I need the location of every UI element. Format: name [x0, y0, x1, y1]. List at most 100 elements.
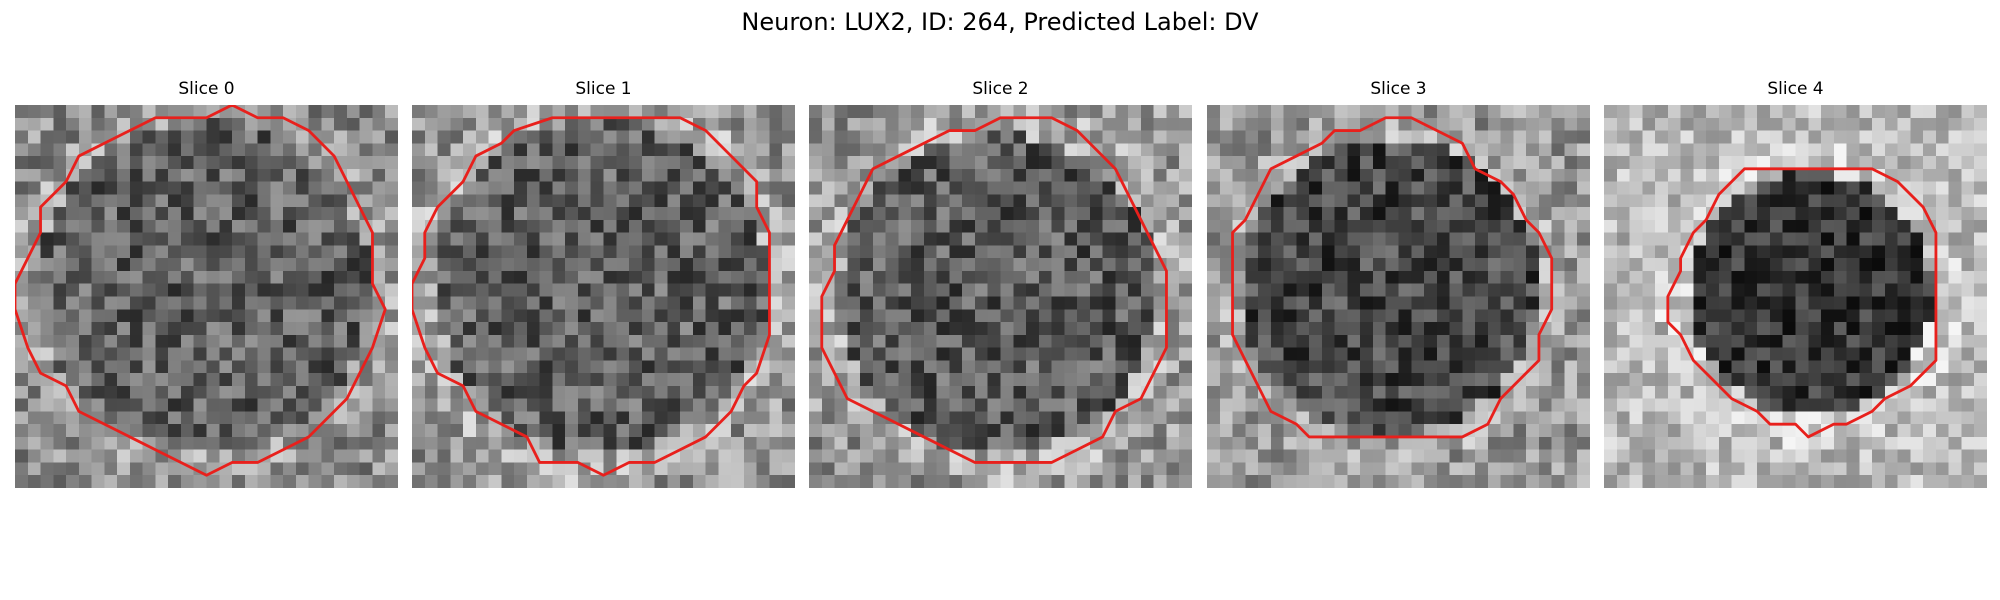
image-pixel: [1642, 219, 1656, 233]
image-pixel: [1948, 283, 1962, 297]
image-pixel: [501, 436, 515, 450]
image-pixel: [412, 194, 426, 208]
image-pixel: [142, 398, 156, 412]
image-pixel: [539, 270, 553, 284]
image-pixel: [1616, 117, 1630, 131]
image-pixel: [1245, 156, 1259, 170]
image-pixel: [27, 117, 41, 131]
image-pixel: [552, 296, 566, 310]
image-pixel: [962, 347, 976, 361]
image-pixel: [1372, 296, 1386, 310]
image-pixel: [359, 462, 373, 476]
image-pixel: [334, 475, 348, 488]
image-pixel: [680, 347, 694, 361]
image-pixel: [1872, 373, 1886, 387]
image-pixel: [1577, 449, 1590, 463]
image-pixel: [1219, 168, 1233, 182]
image-pixel: [1064, 309, 1078, 323]
image-pixel: [1897, 436, 1911, 450]
image-pixel: [1207, 360, 1221, 374]
image-pixel: [1577, 373, 1590, 387]
image-pixel: [129, 245, 143, 259]
image-pixel: [1462, 309, 1476, 323]
image-pixel: [463, 181, 477, 195]
image-pixel: [1821, 168, 1835, 182]
image-pixel: [1782, 449, 1796, 463]
image-pixel: [1309, 373, 1323, 387]
image-pixel: [270, 270, 284, 284]
image-pixel: [1372, 373, 1386, 387]
image-pixel: [1309, 436, 1323, 450]
image-pixel: [1513, 309, 1527, 323]
image-pixel: [283, 360, 297, 374]
image-pixel: [129, 462, 143, 476]
image-pixel: [40, 181, 54, 195]
image-pixel: [705, 436, 719, 450]
image-pixel: [1680, 168, 1694, 182]
image-pixel: [1219, 105, 1233, 119]
image-pixel: [372, 245, 386, 259]
image-pixel: [270, 385, 284, 399]
image-pixel: [257, 219, 271, 233]
image-pixel: [692, 398, 706, 412]
image-pixel: [193, 168, 207, 182]
image-pixel: [911, 270, 925, 284]
image-pixel: [283, 156, 297, 170]
image-pixel: [1270, 270, 1284, 284]
image-pixel: [565, 258, 579, 272]
image-pixel: [923, 258, 937, 272]
image-pixel: [885, 373, 899, 387]
image-pixel: [629, 347, 643, 361]
image-pixel: [936, 296, 950, 310]
image-pixel: [1769, 219, 1783, 233]
image-pixel: [346, 245, 360, 259]
image-pixel: [501, 270, 515, 284]
image-pixel: [1757, 436, 1771, 450]
image-pixel: [1629, 424, 1643, 438]
image-pixel: [129, 411, 143, 425]
image-pixel: [488, 462, 502, 476]
image-pixel: [1961, 156, 1975, 170]
image-pixel: [514, 245, 528, 259]
image-pixel: [40, 283, 54, 297]
image-pixel: [1013, 309, 1027, 323]
image-pixel: [283, 411, 297, 425]
image-pixel: [1808, 449, 1822, 463]
image-pixel: [962, 258, 976, 272]
image-pixel: [27, 385, 41, 399]
image-pixel: [463, 309, 477, 323]
image-pixel: [1910, 105, 1924, 119]
image-pixel: [962, 436, 976, 450]
image-pixel: [539, 449, 553, 463]
image-pixel: [1462, 168, 1476, 182]
slice-image-1: [412, 105, 795, 488]
image-pixel: [257, 462, 271, 476]
image-pixel: [1347, 232, 1361, 246]
image-pixel: [450, 309, 464, 323]
image-pixel: [372, 385, 386, 399]
image-pixel: [1757, 309, 1771, 323]
image-pixel: [667, 385, 681, 399]
image-pixel: [1140, 334, 1154, 348]
image-pixel: [168, 117, 182, 131]
image-pixel: [641, 309, 655, 323]
image-pixel: [206, 219, 220, 233]
image-pixel: [437, 411, 451, 425]
image-pixel: [1089, 245, 1103, 259]
image-pixel: [1207, 424, 1221, 438]
image-pixel: [257, 156, 271, 170]
image-pixel: [1923, 424, 1937, 438]
image-pixel: [1846, 462, 1860, 476]
image-pixel: [1782, 385, 1796, 399]
image-pixel: [385, 117, 398, 131]
image-pixel: [834, 436, 848, 450]
image-pixel: [1102, 347, 1116, 361]
image-pixel: [539, 143, 553, 157]
image-pixel: [654, 296, 668, 310]
image-pixel: [1013, 398, 1027, 412]
image-pixel: [129, 105, 143, 119]
image-pixel: [155, 219, 169, 233]
image-pixel: [1884, 117, 1898, 131]
image-pixel: [1309, 449, 1323, 463]
image-pixel: [603, 360, 617, 374]
